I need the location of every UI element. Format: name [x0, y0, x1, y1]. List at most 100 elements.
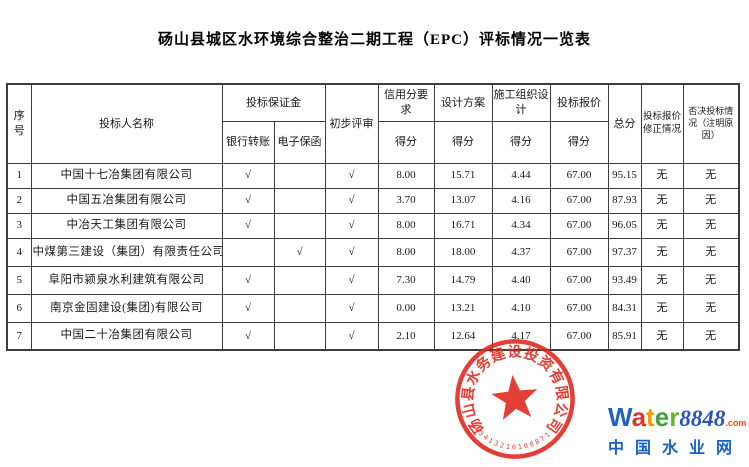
col-header-score: 得分 — [377, 120, 435, 164]
design-score: 16.71 — [433, 212, 493, 239]
table-row: 6 南京金固建设(集团)有限公司 √ √ 0.00 13.21 4.10 67.00 84.31… — [6, 293, 740, 323]
col-header-bank-transfer: 银行转账 — [221, 120, 275, 164]
rejection-status: 无 — [682, 321, 740, 351]
table-row: 2 中国五冶集团有限公司 √ √ 3.70 13.07 4.16 67.00 87.93 无无 — [6, 187, 740, 214]
bid-price-score: 67.00 — [549, 237, 609, 267]
col-header-no: 序号 — [6, 83, 32, 164]
col-header-score: 得分 — [491, 120, 551, 164]
table-row: 5 阜阳市颍泉水利建筑有限公司 √ √ 7.30 14.79 4.40 67.00 93.49 无… — [6, 265, 740, 295]
price-correction: 无 — [640, 265, 684, 295]
row-no: 5 — [6, 265, 32, 295]
bidder-name: 中冶天工集团有限公司 — [30, 212, 223, 239]
rejection-status: 无 — [682, 265, 740, 295]
bank-transfer-mark: √ — [221, 321, 275, 351]
design-score: 13.07 — [433, 187, 493, 214]
col-header-rejection: 否决投标情况（注明原因） — [682, 83, 740, 164]
bid-price-score: 67.00 — [549, 293, 609, 323]
credit-score: 2.10 — [377, 321, 435, 351]
credit-score: 0.00 — [377, 293, 435, 323]
logo-site-name: 中国水业网 — [608, 440, 744, 457]
e-guarantee-mark — [273, 293, 326, 323]
preliminary-review-mark: √ — [324, 237, 379, 267]
bid-price-score: 67.00 — [549, 265, 609, 295]
price-correction: 无 — [640, 212, 684, 239]
rejection-status: 无 — [682, 237, 740, 267]
total-score: 96.05 — [607, 212, 642, 239]
design-score: 15.71 — [433, 162, 493, 189]
page-title: 砀山县城区水环境综合整治二期工程（EPC）评标情况一览表 — [157, 32, 591, 48]
bank-transfer-mark: √ — [221, 212, 275, 239]
e-guarantee-mark — [273, 162, 326, 189]
table-row: 4 中煤第三建设（集团）有限责任公司 √ √ 8.00 18.00 4.37 67.00 97.… — [6, 237, 740, 267]
design-score: 18.00 — [433, 237, 493, 267]
total-score: 93.49 — [607, 265, 642, 295]
col-header-design-plan: 设计方案 — [433, 83, 493, 122]
col-header-score: 得分 — [433, 120, 493, 164]
price-correction: 无 — [640, 293, 684, 323]
price-correction: 无 — [640, 237, 684, 267]
credit-score: 8.00 — [377, 162, 435, 189]
credit-score: 8.00 — [377, 212, 435, 239]
bidder-name: 中国十七冶集团有限公司 — [30, 162, 223, 189]
rejection-status: 无 — [682, 162, 740, 189]
row-no: 1 — [6, 162, 32, 189]
logo-number: 8848 — [679, 406, 726, 431]
row-no: 3 — [6, 212, 32, 239]
total-score: 84.31 — [607, 293, 642, 323]
bid-price-score: 67.00 — [549, 212, 609, 239]
total-score: 85.91 — [607, 321, 642, 351]
design-score: 13.21 — [433, 293, 493, 323]
bid-price-score: 67.00 — [549, 162, 609, 189]
bid-price-score: 67.00 — [549, 187, 609, 214]
preliminary-review-mark: √ — [324, 162, 379, 189]
construction-org-score: 4.10 — [491, 293, 551, 323]
e-guarantee-mark — [273, 265, 326, 295]
e-guarantee-mark: √ — [273, 237, 326, 267]
col-header-preliminary-review: 初步评审 — [324, 83, 379, 164]
rejection-status: 无 — [682, 187, 740, 214]
col-header-construction-org: 施工组织设计 — [491, 83, 551, 122]
col-header-score: 得分 — [549, 120, 609, 164]
water8848-logo: Water8848.com 中国水业网 — [608, 404, 748, 458]
table-body: 1 中国十七冶集团有限公司 √ √ 8.00 15.71 4.44 67.00 95.15 无无 2… — [6, 162, 740, 351]
construction-org-score: 4.37 — [491, 237, 551, 267]
col-header-price-correction: 投标报价修正情况 — [640, 83, 684, 164]
bank-transfer-mark: √ — [221, 187, 275, 214]
col-header-bid-price: 投标报价 — [549, 83, 609, 122]
preliminary-review-mark: √ — [324, 265, 379, 295]
construction-org-score: 4.44 — [491, 162, 551, 189]
bidder-name: 中国五冶集团有限公司 — [30, 187, 223, 214]
bidder-name: 中国二十冶集团有限公司 — [30, 321, 223, 351]
construction-org-score: 4.16 — [491, 187, 551, 214]
total-score: 87.93 — [607, 187, 642, 214]
bank-transfer-mark — [221, 237, 275, 267]
bank-transfer-mark: √ — [221, 265, 275, 295]
row-no: 6 — [6, 293, 32, 323]
col-header-e-guarantee: 电子保函 — [273, 120, 326, 164]
row-no: 4 — [6, 237, 32, 267]
preliminary-review-mark: √ — [324, 187, 379, 214]
evaluation-table: 序号 投标人名称 投标保证金 初步评审 信用分要求 设计方案 施工组织设计 投标… — [6, 83, 740, 351]
logo-letter: r — [669, 402, 680, 432]
rejection-status: 无 — [682, 212, 740, 239]
preliminary-review-mark: √ — [324, 293, 379, 323]
logo-letter: t — [646, 402, 655, 432]
construction-org-score: 4.34 — [491, 212, 551, 239]
credit-score: 7.30 — [377, 265, 435, 295]
design-score: 14.79 — [433, 265, 493, 295]
logo-wordmark: Water8848.com — [608, 404, 748, 430]
logo-letter: a — [631, 402, 647, 432]
col-header-bid-security: 投标保证金 — [221, 83, 326, 122]
row-no: 2 — [6, 187, 32, 214]
total-score: 97.37 — [607, 237, 642, 267]
logo-word: Water — [608, 402, 679, 432]
table-row: 3 中冶天工集团有限公司 √ √ 8.00 16.71 4.34 67.00 96.05 无无 — [6, 212, 740, 239]
logo-letter: e — [654, 402, 670, 432]
construction-org-score: 4.40 — [491, 265, 551, 295]
e-guarantee-mark — [273, 187, 326, 214]
logo-letter: W — [608, 402, 632, 432]
rejection-status: 无 — [682, 293, 740, 323]
e-guarantee-mark — [273, 212, 326, 239]
price-correction: 无 — [640, 162, 684, 189]
credit-score: 8.00 — [377, 237, 435, 267]
